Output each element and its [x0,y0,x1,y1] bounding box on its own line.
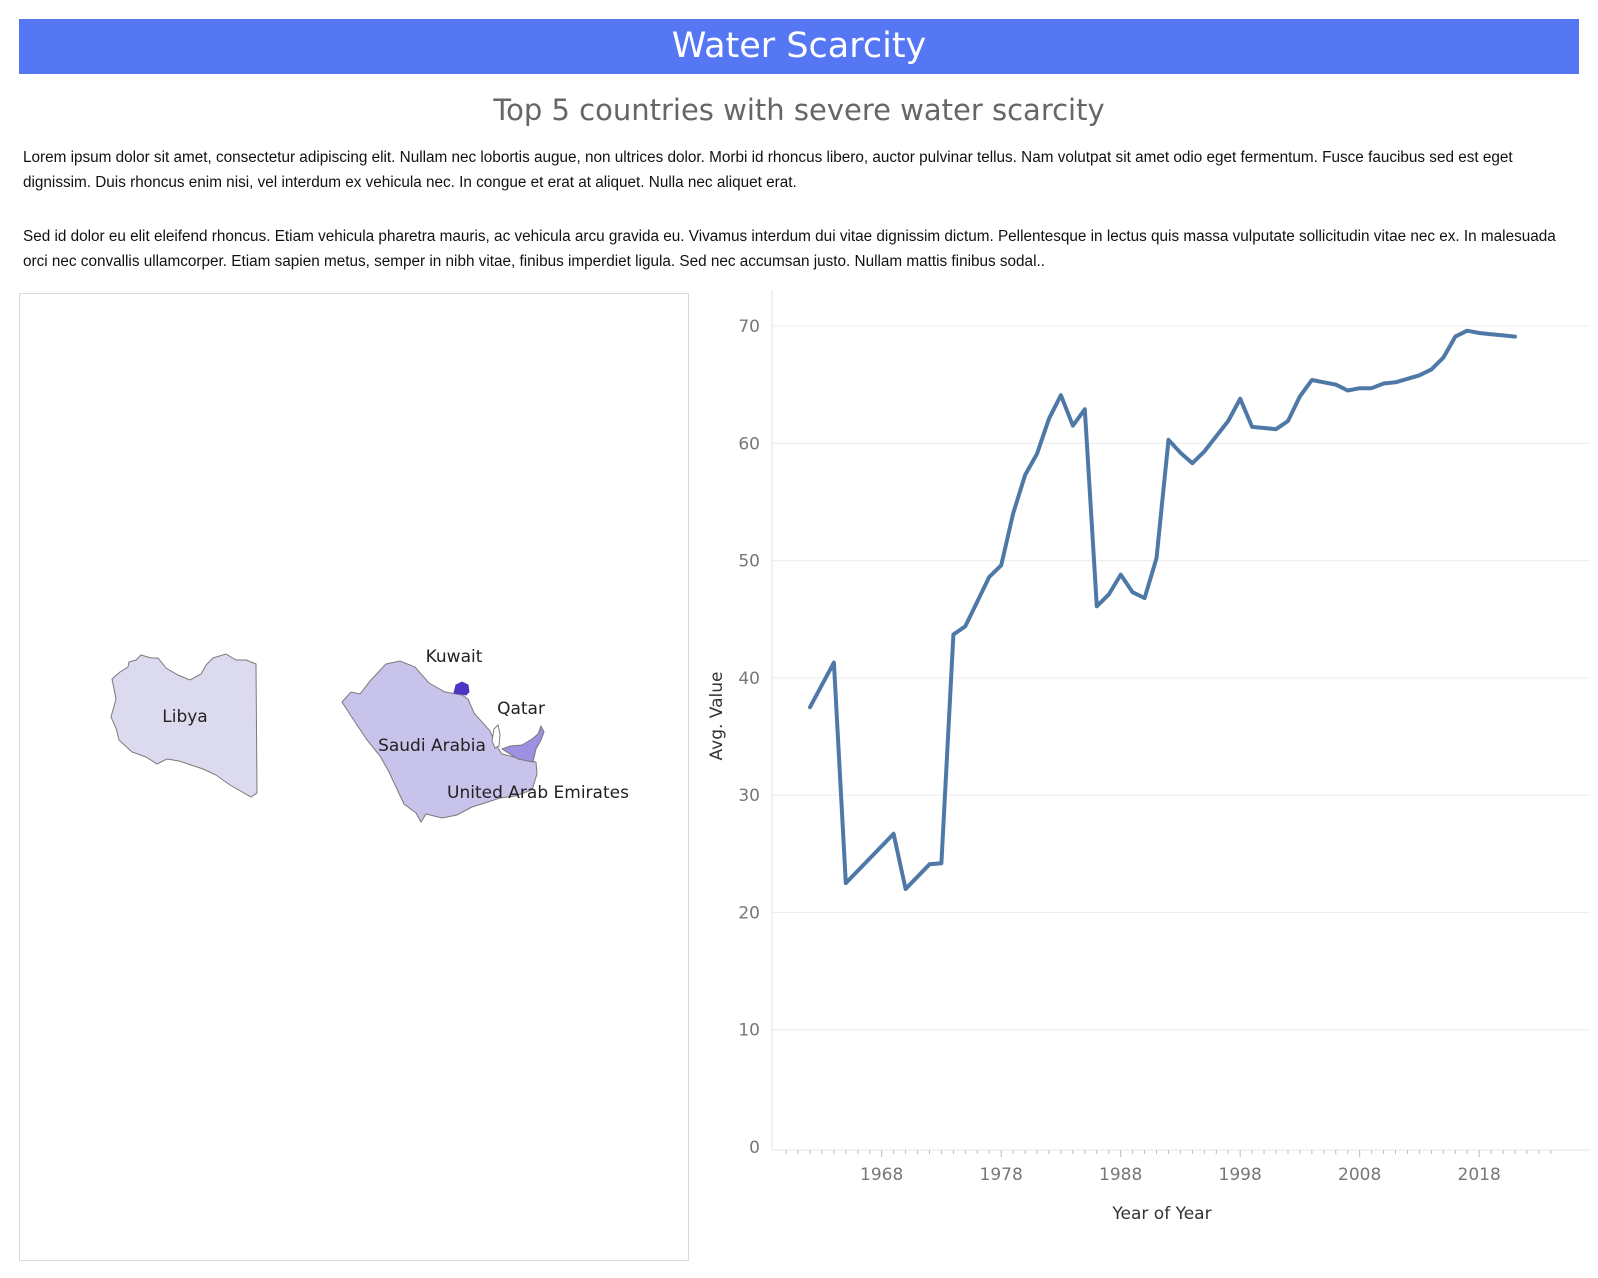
map-region-united-arab-emirates[interactable] [500,724,545,763]
map-label-united-arab-emirates: United Arab Emirates [447,783,629,803]
y-tick-label: 30 [738,786,760,806]
dashboard-subtitle: Top 5 countries with severe water scarci… [493,93,1105,127]
x-axis-tick-labels: 1968 1978 1988 1998 2008 2018 [860,1165,1501,1185]
chart-gridlines [772,325,1590,1031]
series-layer [808,328,1517,891]
y-tick-label: 0 [749,1138,760,1158]
chart-canvas: 0 10 20 30 40 50 60 70 1968 1978 1988 1998 2008 2018… [707,290,1590,1224]
map-region-libya[interactable] [110,653,258,798]
y-tick-label: 50 [738,552,760,572]
x-tick-label: 2008 [1338,1165,1381,1185]
description-paragraph-2: Sed id dolor eu elit eleifend rhoncus. E… [23,228,1556,270]
x-tick-label: 1978 [980,1165,1023,1185]
map-canvas: Kuwait Libya Qatar Saudi Arabia United A… [110,647,629,823]
description-paragraph-1: Lorem ipsum dolor sit amet, consectetur … [23,149,1513,191]
map-label-saudi-arabia: Saudi Arabia [378,736,486,756]
map-region-saudi-arabia[interactable] [341,660,538,823]
map-region-kuwait[interactable] [453,681,470,696]
x-axis-tick-marks [785,1150,1552,1157]
x-tick-label: 1998 [1219,1165,1262,1185]
map-region-qatar[interactable] [491,724,501,749]
y-tick-label: 10 [738,1021,760,1041]
country-map[interactable]: Kuwait Libya Qatar Saudi Arabia United A… [19,293,689,1261]
y-axis-title: Avg. Value [707,672,727,761]
y-tick-label: 40 [738,669,760,689]
map-label-libya: Libya [162,707,207,727]
x-axis-title: Year of Year [1111,1204,1211,1224]
map-label-kuwait: Kuwait [426,647,483,667]
x-tick-label: 2018 [1458,1165,1501,1185]
y-tick-label: 60 [738,434,760,454]
line-chart[interactable]: 0 10 20 30 40 50 60 70 1968 1978 1988 1998 2008 2018… [700,290,1590,1265]
y-tick-label: 20 [738,903,760,923]
y-tick-label: 70 [738,317,760,337]
dashboard-title: Water Scarcity [19,19,1579,74]
map-label-qatar: Qatar [497,699,545,719]
series-line[interactable] [808,328,1517,891]
x-tick-label: 1988 [1099,1165,1142,1185]
y-axis-tick-labels: 0 10 20 30 40 50 60 70 [738,317,760,1158]
x-tick-label: 1968 [860,1165,903,1185]
